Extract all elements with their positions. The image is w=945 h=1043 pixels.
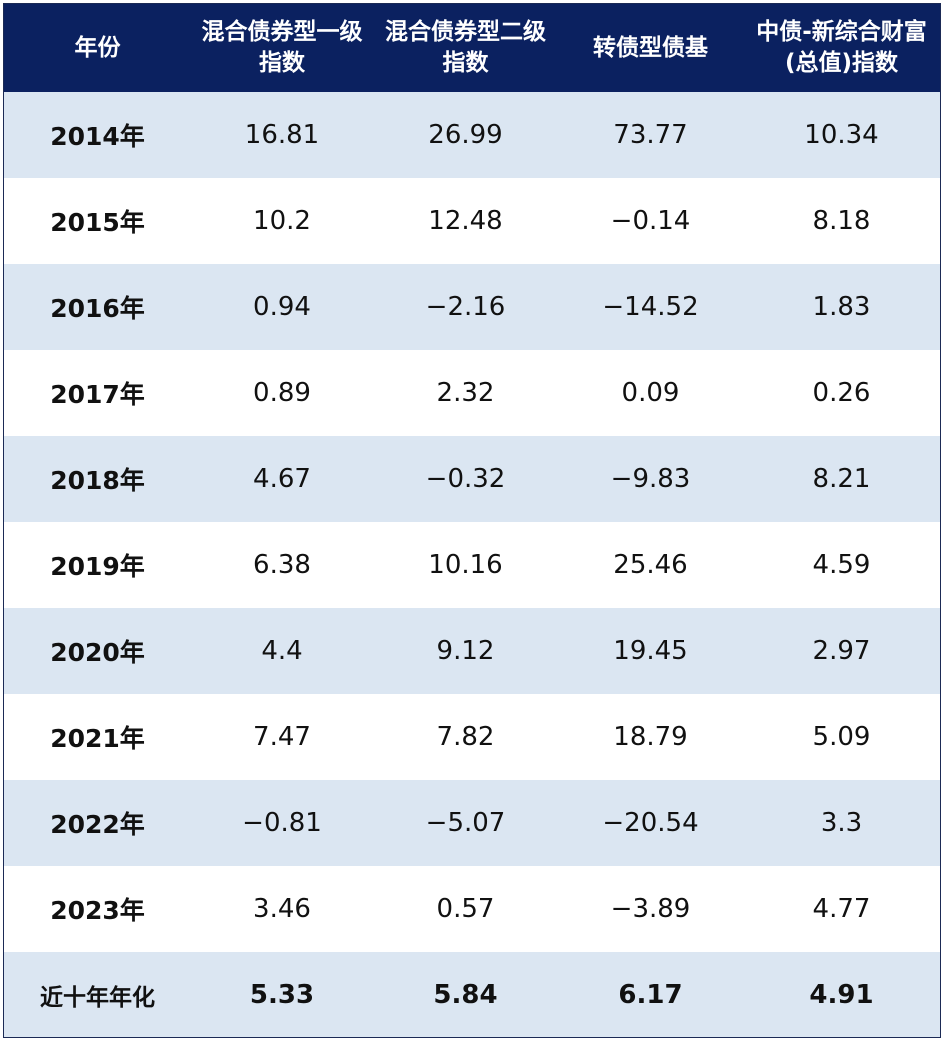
- cell-value: 4.77: [812, 894, 871, 924]
- cell-value: 2.32: [436, 378, 495, 408]
- table-row: 2023年 3.46 0.57 −3.89 4.77: [4, 866, 940, 952]
- cell-value: 5.09: [812, 722, 871, 752]
- table-row: 2022年 −0.81 −5.07 −20.54 3.3: [4, 780, 940, 866]
- cell-value: 0.09: [621, 378, 680, 408]
- cell-value: −0.32: [425, 464, 506, 494]
- table-body: 2014年 16.81 26.99 73.77 10.34 2015年 10.2…: [4, 92, 940, 1037]
- cell-value: 8.18: [812, 206, 871, 236]
- cell-value: −3.89: [610, 894, 691, 924]
- cell-value: −20.54: [602, 808, 699, 838]
- header-row: 年份 混合债券型一级指数 混合债券型二级指数 转债型债基 中债-新综合财富(总值…: [4, 4, 940, 92]
- summary-value: 6.17: [618, 980, 683, 1010]
- cell-value: 25.46: [613, 550, 688, 580]
- header-year: 年份: [74, 34, 121, 61]
- summary-value: 5.33: [249, 980, 315, 1010]
- row-year: 2019年: [50, 552, 145, 581]
- cell-value: 26.99: [428, 120, 503, 150]
- row-year: 2018年: [50, 466, 145, 495]
- header-convertible-bond-fund: 转债型债基: [593, 34, 708, 61]
- cell-value: 0.94: [253, 292, 311, 322]
- row-year: 2017年: [50, 380, 145, 409]
- summary-label: 近十年年化: [40, 985, 155, 1011]
- cell-value: 18.79: [613, 722, 688, 752]
- cell-value: 8.21: [812, 464, 871, 494]
- table-row: 2019年 6.38 10.16 25.46 4.59: [4, 522, 940, 608]
- table-row: 2020年 4.4 9.12 19.45 2.97: [4, 608, 940, 694]
- header-chinabond-composite-wealth-index: 中债-新综合财富(总值)指数: [756, 19, 927, 76]
- table-header: 年份 混合债券型一级指数 混合债券型二级指数 转债型债基 中债-新综合财富(总值…: [4, 4, 940, 92]
- cell-value: 6.38: [253, 550, 311, 580]
- table-row: 2021年 7.47 7.82 18.79 5.09: [4, 694, 940, 780]
- row-year: 2016年: [50, 294, 145, 323]
- table-row: 2016年 0.94 −2.16 −14.52 1.83: [4, 264, 940, 350]
- cell-value: 2.97: [812, 636, 871, 666]
- returns-table-container: 年份 混合债券型一级指数 混合债券型二级指数 转债型债基 中债-新综合财富(总值…: [3, 3, 941, 1038]
- cell-value: 10.2: [253, 206, 311, 236]
- table-row: 2017年 0.89 2.32 0.09 0.26: [4, 350, 940, 436]
- cell-value: 16.81: [244, 120, 320, 150]
- row-year: 2015年: [50, 208, 145, 237]
- row-year: 2022年: [50, 810, 145, 839]
- cell-value: 7.82: [436, 722, 495, 752]
- cell-value: 4.67: [253, 464, 311, 494]
- annual-returns-table: 年份 混合债券型一级指数 混合债券型二级指数 转债型债基 中债-新综合财富(总值…: [4, 4, 940, 1037]
- cell-value: −14.52: [602, 292, 699, 322]
- table-row: 2015年 10.2 12.48 −0.14 8.18: [4, 178, 940, 264]
- cell-value: 4.4: [261, 636, 303, 666]
- cell-value: 73.77: [613, 120, 688, 150]
- header-mixed-bond-secondary-index: 混合债券型二级指数: [385, 19, 546, 76]
- row-year: 2014年: [50, 122, 145, 151]
- cell-value: 4.59: [812, 550, 871, 580]
- table-row: 2014年 16.81 26.99 73.77 10.34: [4, 92, 940, 178]
- cell-value: 0.89: [253, 378, 311, 408]
- cell-value: 3.46: [253, 894, 311, 924]
- header-mixed-bond-primary-index: 混合债券型一级指数: [201, 19, 363, 76]
- summary-value: 4.91: [809, 980, 874, 1010]
- cell-value: 3.3: [820, 808, 863, 838]
- row-year: 2020年: [50, 638, 145, 667]
- cell-value: 12.48: [428, 206, 503, 236]
- cell-value: −0.81: [242, 808, 322, 838]
- cell-value: 7.47: [253, 722, 311, 752]
- cell-value: −2.16: [425, 292, 506, 322]
- cell-value: 1.83: [812, 292, 871, 322]
- cell-value: 0.26: [812, 378, 871, 408]
- row-year: 2023年: [50, 896, 145, 925]
- cell-value: −0.14: [610, 206, 691, 236]
- cell-value: 19.45: [613, 636, 688, 666]
- cell-value: −5.07: [425, 808, 506, 838]
- cell-value: −9.83: [610, 464, 691, 494]
- cell-value: 10.16: [428, 550, 503, 580]
- cell-value: 9.12: [436, 636, 495, 666]
- row-year: 2021年: [50, 724, 145, 753]
- summary-value: 5.84: [433, 980, 498, 1010]
- summary-row: 近十年年化 5.33 5.84 6.17 4.91: [4, 952, 940, 1037]
- cell-value: 0.57: [436, 894, 495, 924]
- cell-value: 10.34: [804, 120, 879, 150]
- table-row: 2018年 4.67 −0.32 −9.83 8.21: [4, 436, 940, 522]
